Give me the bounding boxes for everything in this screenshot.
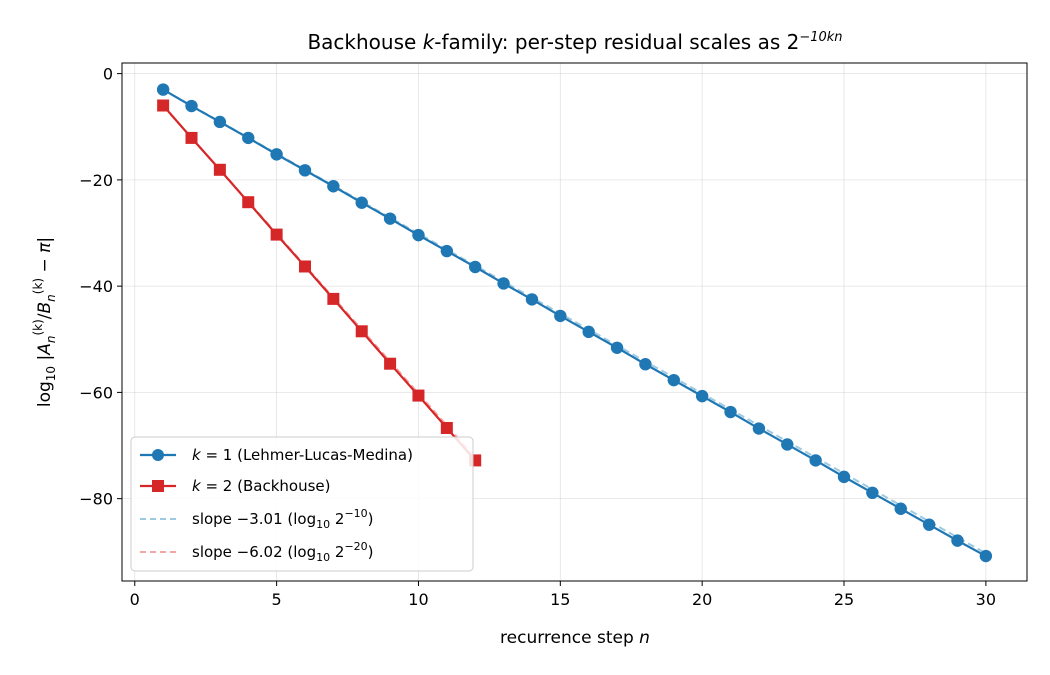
data-point-k1 [497,277,510,290]
x-axis-label: recurrence step n [500,628,650,648]
y-axis-ticks: 0 −20 −40 −60 −80 [79,65,122,509]
legend-box [130,436,474,572]
chart-title: Backhouse k-family: per-step residual sc… [307,30,842,54]
data-point-k1 [412,228,425,242]
y-tick-label: −40 [79,277,113,296]
legend: k = 1 (Lehmer-Lucas-Medina) k = 2 (Backh… [130,436,474,572]
data-point-k1 [298,164,312,177]
data-point-k2 [440,421,453,434]
x-axis-ticks: 0 5 10 15 20 25 30 [130,581,996,609]
data-point-k1 [667,373,680,387]
data-point-k1 [469,260,482,274]
data-point-k1 [695,389,709,403]
legend-label-k2: k = 2 (Backhouse) [192,477,330,495]
data-point-k2 [242,196,255,209]
data-point-k1 [866,486,879,500]
data-point-k2 [213,163,226,176]
data-point-k1 [781,438,794,451]
x-tick-label: 30 [976,590,996,609]
legend-label-k1: k = 1 (Lehmer-Lucas-Medina) [192,446,413,464]
legend-entry-slope-2: slope −6.02 (log10 2−20) [140,540,374,564]
x-tick-label: 15 [550,590,570,609]
legend-entry-slope-1: slope −3.01 (log10 2−10) [140,507,374,531]
x-tick-label: 5 [272,590,282,609]
data-point-k1 [213,115,227,129]
legend-marker-k1 [152,449,164,461]
series-line-k2 [162,104,477,462]
data-point-k1 [525,293,539,306]
data-point-k1 [355,196,368,209]
data-point-k2 [355,325,368,338]
legend-label-slope-2: slope −6.02 (log10 2−20) [192,540,374,564]
data-point-k2 [327,292,340,305]
x-tick-label: 10 [408,590,428,609]
data-point-k1 [383,212,397,225]
data-point-k2 [298,260,311,273]
series-layer [156,83,993,563]
data-point-k2 [185,131,198,144]
data-point-k1 [837,470,851,484]
legend-entry-k1: k = 1 (Lehmer-Lucas-Medina) [140,446,413,464]
y-axis-label: log10 |An(k)/Bn(k) − π| [31,237,58,407]
plot-frame [121,62,1028,582]
data-point-k2 [270,228,283,241]
data-point-k1 [242,131,255,145]
data-point-k1 [327,180,340,193]
data-point-k1 [582,325,595,339]
data-point-k1 [951,534,964,547]
data-point-k2 [412,389,425,402]
data-point-k1 [979,549,993,563]
data-point-k2 [384,357,397,370]
data-point-k1 [809,454,822,467]
legend-label-slope-1: slope −3.01 (log10 2−10) [192,507,374,531]
y-tick-label: 0 [103,65,113,84]
data-point-k1 [610,341,624,354]
x-tick-label: 20 [692,590,712,609]
series-k1 [156,83,993,563]
y-tick-label: −20 [79,171,113,190]
data-point-k1 [894,502,907,515]
data-point-k1 [185,99,198,113]
legend-entry-k2: k = 2 (Backhouse) [140,477,330,495]
data-point-k1 [724,405,737,419]
data-point-k2 [157,99,170,112]
data-point-k1 [752,422,766,435]
x-tick-label: 0 [130,590,140,609]
data-point-k1 [270,148,283,161]
data-point-k1 [554,309,567,323]
data-point-k1 [156,83,170,96]
data-point-k1 [440,244,454,258]
data-point-k1 [639,358,652,371]
y-tick-label: −80 [79,490,113,509]
y-tick-label: −60 [79,383,113,402]
series-k2 [157,99,482,467]
legend-marker-k2 [152,480,164,492]
x-tick-label: 25 [834,590,854,609]
data-point-k1 [922,518,936,531]
